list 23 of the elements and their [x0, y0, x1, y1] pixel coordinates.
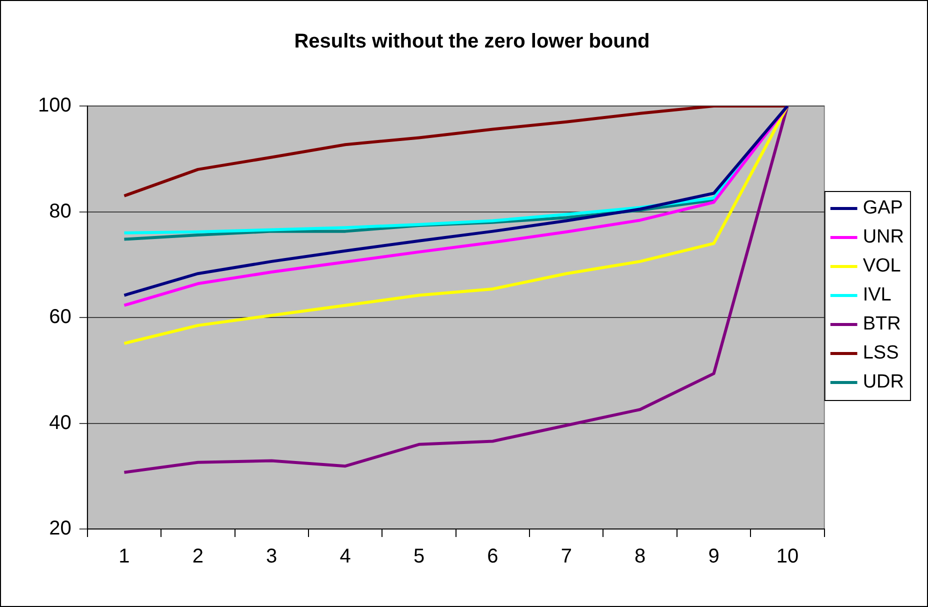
- y-tick-label: 20: [49, 518, 72, 540]
- legend-label: UNR: [862, 226, 904, 248]
- x-tick-label: 3: [266, 546, 278, 568]
- x-tick-label: 10: [776, 546, 799, 568]
- y-tick-label: 80: [49, 200, 72, 222]
- legend-label: VOL: [862, 256, 901, 277]
- legend-label: IVL: [862, 284, 892, 306]
- y-tick-label: 100: [38, 94, 72, 117]
- x-tick-label: 6: [487, 546, 498, 568]
- x-tick-label: 9: [708, 546, 720, 568]
- x-tick-label: 2: [192, 546, 204, 568]
- legend-label: UDR: [862, 372, 904, 393]
- y-tick-label: 40: [49, 412, 72, 434]
- legend-label: BTR: [862, 314, 901, 335]
- x-tick-label: 1: [118, 546, 130, 568]
- x-tick-label: 7: [560, 546, 572, 568]
- legend-label: LSS: [862, 342, 899, 364]
- legend-label: GAP: [862, 198, 903, 219]
- y-tick-label: 60: [49, 306, 72, 328]
- x-tick-label: 5: [413, 546, 425, 568]
- x-tick-label: 8: [634, 546, 646, 568]
- chart-title: Results without the zero lower bound: [294, 30, 650, 53]
- x-tick-label: 4: [340, 546, 351, 568]
